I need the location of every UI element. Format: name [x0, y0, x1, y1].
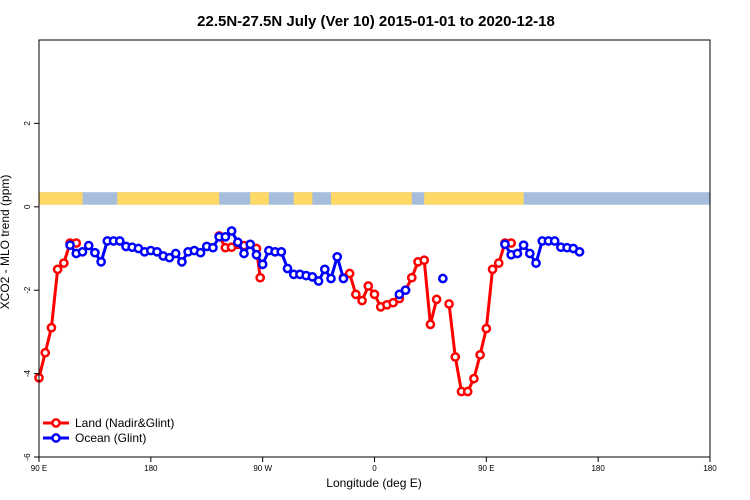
series-1-point — [90, 247, 100, 258]
x-tick-label: 90 E — [31, 464, 47, 473]
legend-marker — [51, 418, 61, 428]
y-tick-label: 2 — [23, 121, 32, 126]
x-tick-label: 90 E — [478, 464, 494, 473]
map-strip — [39, 192, 710, 205]
x-tick-label: 180 — [144, 464, 158, 473]
series-1-point — [574, 246, 585, 257]
series-1-point — [313, 276, 324, 286]
series-1-point — [400, 285, 411, 296]
series-0-point — [469, 373, 479, 384]
series-0-point — [344, 268, 355, 279]
series-0-segment — [453, 356, 463, 392]
series-1-point — [437, 273, 448, 284]
series-1-point — [531, 258, 541, 268]
map-strip-land-5 — [424, 192, 524, 205]
map-strip-land-3 — [293, 192, 313, 205]
series-0-point — [40, 347, 51, 358]
series-1-point — [257, 259, 268, 270]
x-tick-label: 180 — [591, 464, 605, 473]
legend-label: Ocean (Glint) — [75, 431, 146, 445]
series-1-point — [549, 236, 560, 246]
series-0-point — [444, 299, 454, 309]
series-1-point — [239, 248, 249, 259]
x-tick-label: 180 — [703, 464, 717, 473]
series-1-point — [394, 289, 405, 300]
series-1 — [65, 226, 585, 300]
series-1-point — [65, 240, 75, 251]
series-1-point — [208, 242, 218, 253]
series-1-point — [77, 246, 88, 257]
series-1-point — [282, 263, 293, 274]
series-1-point — [276, 246, 287, 257]
series-1-point — [251, 249, 262, 260]
series-1-point — [500, 239, 510, 250]
series-1-point — [319, 264, 330, 275]
series-1-point — [170, 248, 181, 259]
series-1-point — [307, 272, 318, 282]
y-axis-label: XCO2 - MLO trend (ppm) — [0, 175, 12, 310]
map-strip-land-4 — [331, 192, 412, 205]
axes-layer: 90 E 180 90 W 0 90 E 180 180 -6 -4 -2 0 2 — [23, 39, 717, 473]
series-0-point — [52, 264, 63, 275]
series-1-point — [338, 273, 349, 284]
series-0 — [34, 231, 517, 397]
map-strip-land-0 — [39, 192, 83, 205]
series-1-point — [524, 248, 535, 259]
map-strip-land-2 — [250, 192, 269, 205]
series-0-point — [351, 289, 361, 300]
series-1-point — [177, 256, 187, 267]
series-0-segment — [49, 269, 60, 328]
series-1-point — [518, 240, 529, 251]
series-0-point — [363, 281, 374, 291]
x-axis-label: Longitude (deg E) — [326, 476, 421, 490]
series-1-point — [195, 247, 206, 258]
series-0-point — [369, 289, 380, 300]
series-0-point — [46, 322, 57, 333]
series-1-point — [164, 252, 175, 263]
series-0-point — [450, 352, 461, 362]
series-0-point — [59, 258, 69, 268]
series-0-point — [406, 272, 417, 283]
series-1-point — [152, 246, 162, 257]
series-1-point — [326, 273, 336, 284]
series-0-segment — [422, 260, 432, 325]
series-0-point — [357, 295, 367, 306]
series-layer — [34, 226, 585, 397]
x-tick-label: 0 — [372, 464, 377, 473]
series-0-point — [475, 349, 485, 360]
y-tick-label: -2 — [23, 286, 32, 294]
series-0-point — [388, 297, 398, 308]
series-0-segment — [484, 269, 495, 329]
legend: Land (Nadir&Glint)Ocean (Glint) — [43, 416, 174, 445]
series-1-point — [245, 239, 256, 250]
series-1-point — [226, 226, 237, 236]
series-1-point — [114, 236, 125, 246]
series-0-point — [419, 255, 430, 266]
series-0-point — [493, 258, 504, 268]
series-0-point — [481, 323, 492, 334]
map-strip-land-1 — [117, 192, 220, 205]
series-0-point — [487, 264, 498, 275]
series-1-point — [96, 256, 106, 267]
series-0-segment — [447, 303, 457, 358]
series-1-point — [220, 231, 231, 242]
y-tick-label: -6 — [23, 453, 32, 461]
series-0-point — [255, 272, 266, 283]
series-0-point — [462, 386, 473, 397]
legend-marker — [51, 433, 61, 443]
y-tick-label: -4 — [23, 369, 32, 377]
series-0-point — [431, 294, 442, 305]
series-1-point — [232, 237, 243, 248]
series-1-point — [512, 248, 523, 259]
y-tick-label: 0 — [23, 204, 32, 209]
legend-label: Land (Nadir&Glint) — [75, 416, 174, 430]
series-1-point — [83, 240, 94, 251]
series-1-point — [332, 251, 343, 262]
series-0-point — [425, 319, 436, 330]
x-tick-label: 90 W — [253, 464, 272, 473]
chart-title: 22.5N-27.5N July (Ver 10) 2015-01-01 to … — [197, 13, 555, 30]
